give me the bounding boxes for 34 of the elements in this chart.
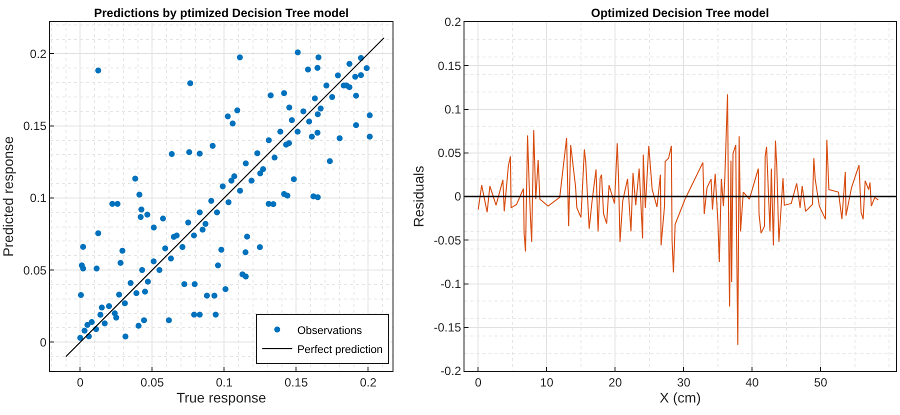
chart-title: Predictions by ptimized Decision Tree model — [94, 6, 349, 20]
y-tick-label: 0.05 — [23, 263, 47, 278]
x-tick-label: 0 — [474, 375, 482, 390]
x-tick-label: 0.2 — [360, 375, 377, 390]
y-tick-label: -0.05 — [434, 233, 462, 248]
line-series — [478, 94, 879, 346]
x-tick-label: 30 — [677, 375, 691, 390]
y-tick-label: -0.15 — [434, 320, 462, 335]
x-tick-label: 0 — [76, 375, 84, 390]
x-tick-label: 20 — [608, 375, 622, 390]
legend-label: Perfect prediction — [297, 344, 383, 356]
y-tick-label: 0.1 — [30, 191, 47, 206]
x-tick-label: 10 — [540, 375, 554, 390]
y-tick-label: 0 — [454, 190, 462, 204]
x-tick-label: 50 — [814, 375, 828, 390]
legend-label: Observations — [297, 324, 363, 337]
y-tick-label: 0.15 — [23, 119, 47, 134]
y-tick-label: 0.2 — [30, 46, 47, 61]
y-tick-label: -0.1 — [440, 276, 462, 291]
x-tick-label: 0.15 — [284, 375, 308, 390]
x-tick-label: 40 — [746, 375, 760, 390]
chart-title: Optimized Decision Tree model — [591, 6, 770, 20]
x-tick-label: 0.1 — [216, 375, 233, 390]
y-tick-label: 0.05 — [438, 146, 462, 160]
y-axis-title: Predicted response — [0, 136, 16, 257]
y-tick-label: 0 — [40, 335, 47, 350]
y-tick-label: 0.2 — [444, 15, 462, 30]
x-tick-label: 0.05 — [140, 375, 164, 390]
y-tick-label: 0.1 — [444, 102, 462, 116]
x-axis-title: True response — [176, 390, 266, 406]
y-tick-label: -0.2 — [440, 364, 462, 378]
y-tick-label: 0.15 — [438, 58, 462, 73]
y-axis-title: Residuals — [410, 166, 426, 228]
x-axis-title: X (cm) — [660, 390, 701, 406]
